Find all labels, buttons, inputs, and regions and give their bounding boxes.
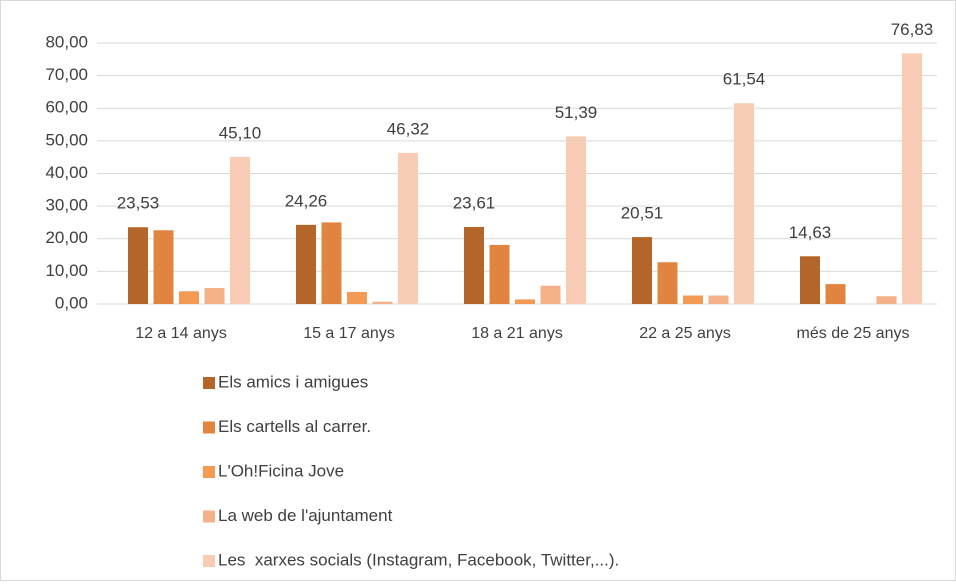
bar <box>800 256 820 304</box>
bar <box>321 222 342 304</box>
legend-swatch <box>203 510 215 523</box>
legend-label: L'Oh!Ficina Jove <box>218 461 344 480</box>
bar <box>464 226 484 304</box>
bar <box>296 224 316 304</box>
data-label: 23,61 <box>453 193 496 212</box>
x-tick-label: 22 a 25 anys <box>639 325 731 342</box>
bar <box>683 295 703 304</box>
legend-swatch <box>203 466 215 478</box>
bar <box>230 156 250 304</box>
legend-label: La web de l'ajuntament <box>218 506 393 525</box>
legend-label: Els cartells al carrer. <box>218 417 371 436</box>
y-tick-label: 40,00 <box>45 163 88 182</box>
y-tick-label: 0,00 <box>55 293 88 312</box>
bar <box>734 103 754 304</box>
bar <box>179 291 199 304</box>
legend-swatch <box>203 377 215 389</box>
bar <box>398 152 418 304</box>
legend-label: Les xarxes socials (Instagram, Facebook,… <box>218 550 619 569</box>
y-tick-label: 30,00 <box>45 196 88 215</box>
data-label: 14,63 <box>789 223 832 242</box>
data-label: 46,32 <box>387 119 430 138</box>
legend-swatch <box>203 555 215 567</box>
y-tick-label: 50,00 <box>45 130 88 149</box>
bar <box>204 288 225 304</box>
bar <box>153 230 174 304</box>
legend-swatch <box>203 421 215 434</box>
x-tick-label: 15 a 17 anys <box>303 325 395 342</box>
bar <box>128 227 148 304</box>
y-tick-label: 60,00 <box>45 98 88 117</box>
x-tick-label: 12 a 14 anys <box>135 325 227 342</box>
data-label: 24,26 <box>285 191 328 210</box>
bar <box>657 262 678 304</box>
y-tick-label: 70,00 <box>45 65 88 84</box>
data-label: 20,51 <box>621 204 664 223</box>
data-label: 23,53 <box>117 194 160 213</box>
bar <box>566 136 586 304</box>
data-label: 61,54 <box>723 70 766 89</box>
bar <box>902 53 922 304</box>
bar <box>347 291 367 304</box>
y-tick-label: 80,00 <box>45 32 88 51</box>
bar <box>825 284 846 304</box>
bar <box>540 285 561 304</box>
bar <box>708 295 729 304</box>
bar <box>489 244 510 304</box>
bar <box>515 299 535 304</box>
data-label: 51,39 <box>555 103 598 122</box>
x-tick-label: més de 25 anys <box>797 325 910 342</box>
bar <box>372 301 393 304</box>
y-tick-label: 10,00 <box>45 261 88 280</box>
legend-label: Els amics i amigues <box>218 372 368 391</box>
data-label: 45,10 <box>219 123 262 142</box>
x-tick-label: 18 a 21 anys <box>471 325 563 342</box>
bar <box>632 237 652 304</box>
bar <box>876 296 897 304</box>
y-tick-label: 20,00 <box>45 228 88 247</box>
data-label: 76,83 <box>891 20 934 39</box>
